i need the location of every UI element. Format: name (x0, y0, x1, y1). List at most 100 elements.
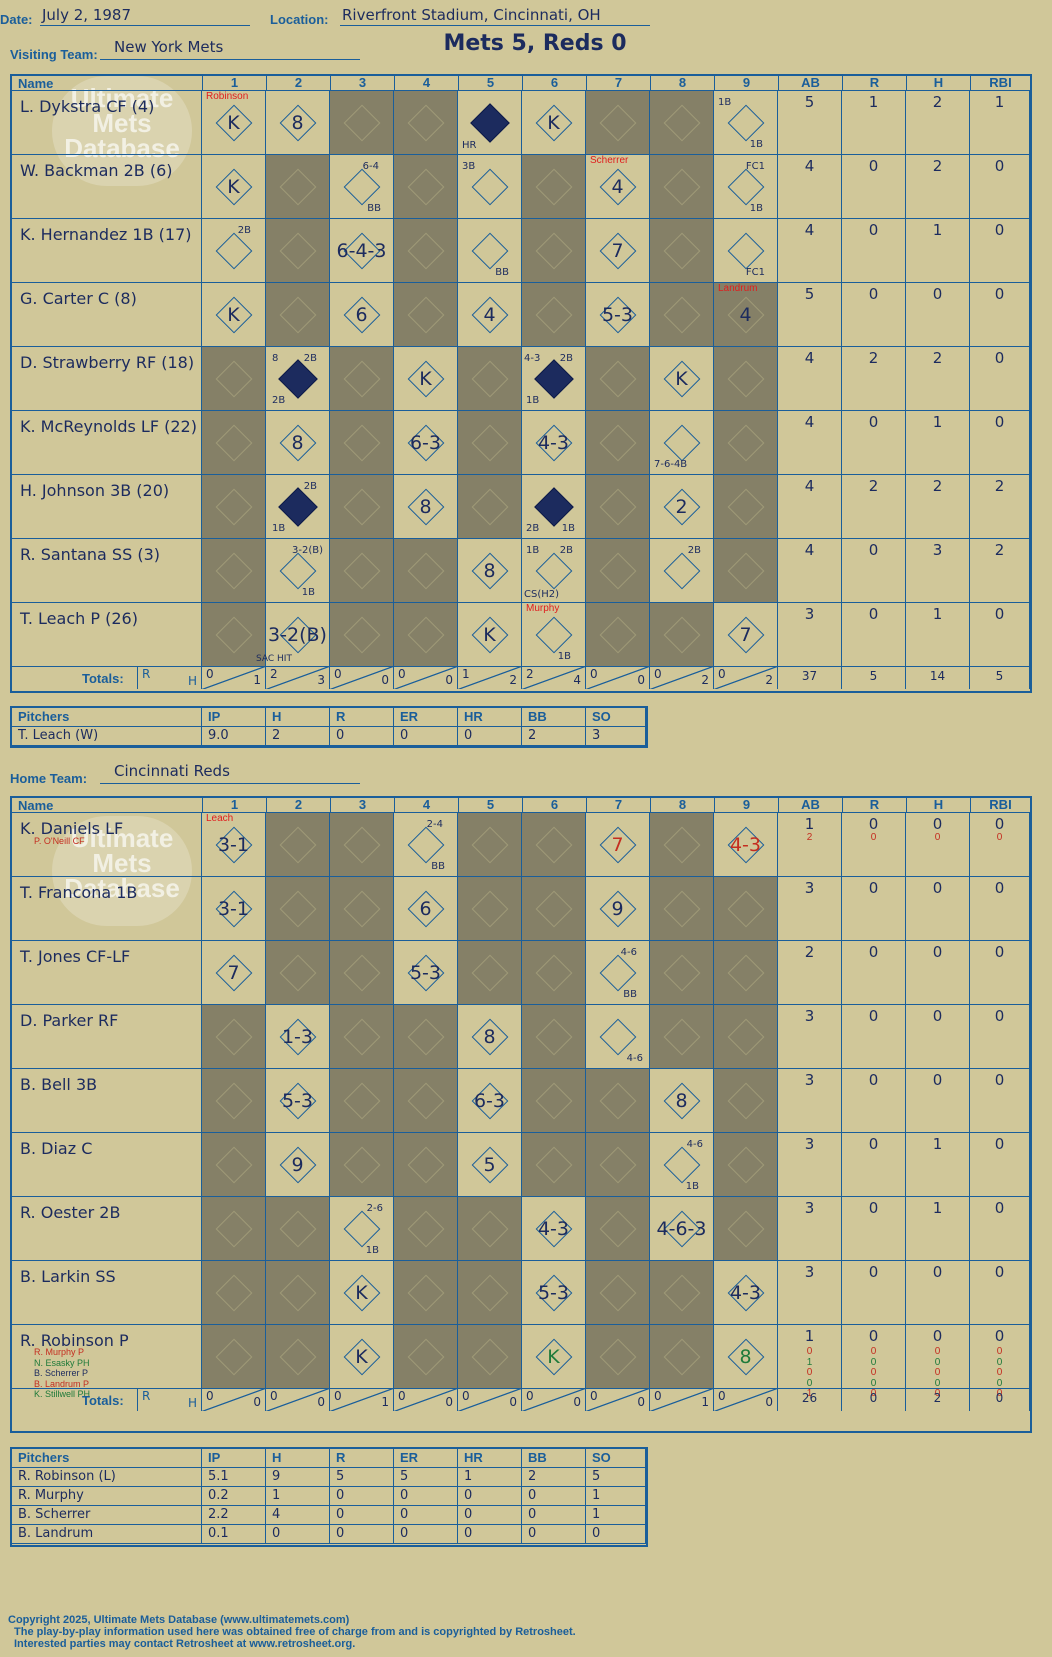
at-bat-cell: 2B 1B (522, 475, 586, 538)
stat-value: 4 (804, 413, 815, 431)
diamond (215, 232, 252, 269)
batter-cell: B. Larkin SS (12, 1261, 202, 1324)
at-bat-cell (650, 155, 714, 218)
batter-name: W. Backman 2B (6) (20, 161, 173, 180)
stat-header-3: RBI (970, 76, 1030, 91)
play-note: 2B (526, 523, 540, 534)
stat-value: 0 (868, 221, 879, 239)
at-bat-cell: HR (458, 91, 522, 154)
at-bat-cell (714, 1005, 778, 1068)
visitors-header-row: Name 1 2 3 4 5 6 7 8 9 AB R H RBI (12, 76, 1030, 91)
at-bat-cell (458, 1261, 522, 1324)
at-bat-cell (714, 1133, 778, 1196)
stat-value: 2 (932, 93, 943, 111)
stat-value: 0 (994, 221, 1005, 239)
at-bat-cell (202, 603, 266, 666)
stat-cell: 0 (970, 1197, 1030, 1260)
stat-cell: 4 (778, 475, 842, 538)
play-note: 2B (559, 353, 573, 364)
batter-cell: W. Backman 2B (6) (12, 155, 202, 218)
at-bat-cell: 2B 1B (266, 475, 330, 538)
sub-stat-value: 1 (806, 1356, 813, 1368)
diamond (727, 1082, 764, 1119)
stat-value: 0 (932, 879, 943, 897)
at-bat-cell (586, 91, 650, 154)
stat-cell: 0 (906, 1005, 970, 1068)
batter-row: T. Leach P (26) 3-2(B) SAC HIT K Murphy 1B 7 3 0… (12, 603, 1030, 667)
stat-value: 0 (994, 943, 1005, 961)
stat-value: 2 (994, 477, 1005, 495)
stat-cell: 0 (970, 283, 1030, 346)
diamond (663, 168, 700, 205)
at-bat-cell: 4-6 (586, 1005, 650, 1068)
stat-value: 0 (868, 879, 879, 897)
at-bat-cell (202, 347, 266, 410)
batter-row: K. McReynolds LF (22) 8 6-3 4-3 7-6-4B 4 0 1 0 (12, 411, 1030, 475)
pitching-value: 0 (266, 1525, 330, 1543)
at-bat-cell (394, 1261, 458, 1324)
stat-value: 0 (868, 157, 879, 175)
at-bat-cell: 1B 2B CS(H2) (522, 539, 586, 602)
play-note: 1B (749, 139, 763, 150)
name-column-header: Name (18, 76, 54, 91)
batter-row: K. Hernandez 1B (17) 2B 6-4-3 BB 7 FC1 4 0 1 0 (12, 219, 1030, 283)
at-bat-cell: 7-6-4B (650, 411, 714, 474)
at-bat-cell: 6 (330, 283, 394, 346)
diamond (535, 616, 572, 653)
stat-value: 3 (804, 1071, 815, 1089)
pitching-value: 0 (458, 1506, 522, 1524)
stat-cell: 0 (906, 1069, 970, 1132)
play-note: 4-6 (686, 1139, 703, 1150)
play-note: BB (623, 989, 637, 1000)
batter-name: D. Parker RF (20, 1011, 119, 1030)
pitching-value: 0.2 (202, 1487, 266, 1505)
at-bat-cell (394, 155, 458, 218)
at-bat-cell (650, 1261, 714, 1324)
at-bat-cell: K (458, 603, 522, 666)
diamond (471, 826, 508, 863)
inning-hits: 0 (445, 1395, 453, 1409)
stat-value: 0 (994, 157, 1005, 175)
pitching-value: T. Leach (W) (12, 727, 202, 745)
diamond (279, 1338, 316, 1375)
at-bat-cell (202, 1197, 266, 1260)
at-bat-cell: K (522, 91, 586, 154)
diamond (727, 1210, 764, 1247)
play-result: 2 (675, 495, 688, 518)
pitching-value: R. Murphy (12, 1487, 202, 1505)
play-result: 8 (739, 1345, 752, 1368)
at-bat-cell (330, 1133, 394, 1196)
at-bat-cell (586, 1069, 650, 1132)
at-bat-cell: 4-3 (714, 813, 778, 876)
stat-value: 3 (804, 1007, 815, 1025)
diamond (279, 1274, 316, 1311)
at-bat-cell: BB (458, 219, 522, 282)
stat-total: 37 (801, 669, 818, 683)
diamond (471, 488, 508, 525)
batter-row: B. Diaz C 9 5 4-6 1B 3 0 1 0 (12, 1133, 1030, 1197)
diamond (407, 616, 444, 653)
at-bat-cell (202, 1325, 266, 1388)
totals-label: Totals: (82, 671, 124, 686)
play-result: 4-3 (537, 431, 570, 454)
at-bat-cell: 8 (458, 539, 522, 602)
inning-hits: 2 (765, 673, 773, 687)
batter-row: D. Strawberry RF (18) 8 2B 2B K 4-3 2B 1B K 4 2 2 0 (12, 347, 1030, 411)
stat-cell: 3 (778, 1197, 842, 1260)
play-result: 5-3 (409, 961, 442, 984)
play-result: 4-3 (729, 833, 762, 856)
play-note: 1B (749, 203, 763, 214)
diamond (215, 424, 252, 461)
pitching-header: ER (394, 708, 458, 726)
stat-cell: 3 (778, 1261, 842, 1324)
diamond (343, 1210, 380, 1247)
stat-cell: 2 (906, 91, 970, 154)
stat-cell: 3 (778, 1005, 842, 1068)
batter-name: K. Hernandez 1B (17) (20, 225, 192, 244)
